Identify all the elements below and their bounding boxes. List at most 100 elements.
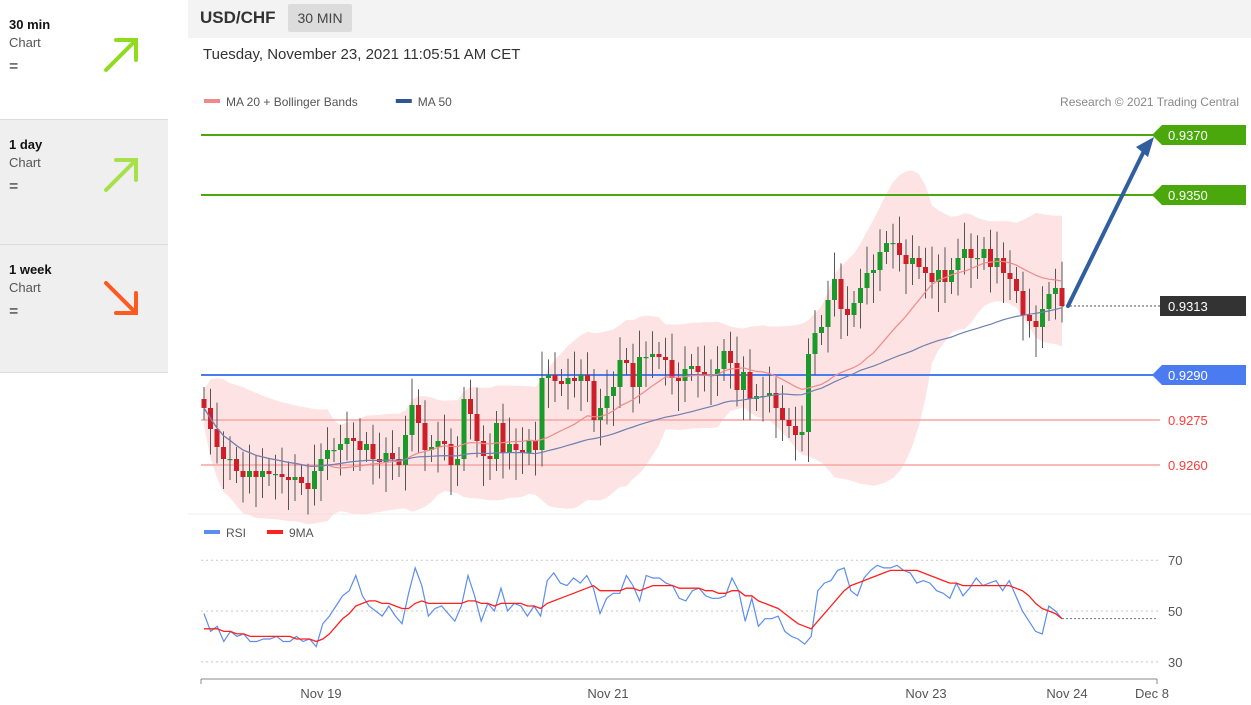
candle	[884, 243, 889, 252]
candle	[1059, 288, 1065, 306]
legend-swatch	[204, 530, 220, 534]
timeframe-1day[interactable]: 1 day Chart =	[0, 119, 168, 244]
chart-header: USD/CHF 30 MIN	[188, 0, 1251, 38]
candle	[227, 459, 233, 461]
candle	[305, 483, 311, 489]
candle	[266, 471, 272, 474]
timeframe-sub: Chart	[9, 155, 41, 170]
candle	[1033, 321, 1039, 327]
x-tick-label: Nov 19	[300, 686, 341, 701]
candle	[214, 429, 220, 447]
timeframe-30min[interactable]: 30 min Chart =	[0, 0, 168, 125]
level-label: 0.9275	[1168, 413, 1208, 428]
legend-label: RSI	[226, 526, 246, 540]
timeframe-label: 1 day	[9, 137, 43, 152]
target-arrowhead	[1136, 137, 1154, 157]
timeframe-sub: Chart	[9, 280, 41, 295]
candle	[429, 447, 434, 450]
candle	[728, 351, 733, 363]
candle	[318, 459, 324, 471]
candle	[962, 249, 967, 258]
candle	[520, 450, 525, 453]
level-tag	[1160, 296, 1246, 316]
candle	[461, 399, 467, 459]
arrow-up-right-icon	[104, 38, 138, 72]
timeframe-bias: =	[9, 58, 19, 75]
candle	[1007, 273, 1013, 279]
candle	[338, 444, 343, 450]
candle	[656, 354, 662, 357]
ma50-line	[203, 307, 1063, 467]
candle	[975, 258, 980, 260]
legend-swatch	[204, 99, 220, 103]
level-label: 0.9260	[1168, 458, 1208, 473]
candle	[468, 399, 473, 414]
candle	[890, 243, 896, 245]
candle	[851, 303, 857, 315]
candle	[234, 459, 239, 471]
candle	[611, 387, 616, 396]
timeframe-badge[interactable]: 30 MIN	[288, 4, 352, 32]
candle	[864, 273, 870, 288]
ma20-line	[203, 260, 1063, 469]
candle	[923, 267, 928, 273]
candle	[240, 471, 246, 477]
candle	[474, 414, 480, 441]
candle	[351, 438, 356, 441]
timeframe-label: 1 week	[9, 262, 52, 277]
rsi-tick-label: 50	[1168, 604, 1182, 619]
candle	[624, 360, 629, 363]
candle	[910, 258, 915, 264]
level-tag	[1152, 185, 1246, 205]
candle	[702, 372, 707, 375]
candle	[390, 453, 395, 459]
candle	[650, 354, 655, 357]
candle	[1046, 294, 1052, 309]
candle	[591, 381, 597, 420]
arrow-up-right-icon	[104, 158, 138, 192]
candle	[299, 477, 304, 483]
legend-swatch	[395, 99, 412, 103]
candle	[247, 471, 252, 477]
candle	[799, 432, 805, 435]
legend-swatch	[267, 530, 283, 534]
candle	[773, 393, 779, 408]
candle	[825, 300, 831, 327]
level-label: 0.9313	[1168, 299, 1208, 314]
candle	[325, 450, 330, 459]
candle	[552, 375, 558, 381]
candle	[253, 471, 259, 477]
candle	[1014, 279, 1019, 291]
candle	[422, 423, 428, 450]
timeframe-sidebar: 30 min Chart = 1 day Chart = 1 week Char…	[0, 0, 168, 373]
candle	[578, 375, 584, 381]
level-label: 0.9350	[1168, 188, 1208, 203]
candle	[812, 333, 818, 354]
candle	[416, 405, 421, 423]
candle	[539, 378, 545, 450]
candle	[669, 360, 675, 378]
candle	[832, 279, 837, 300]
candle	[949, 270, 954, 282]
candle	[286, 477, 291, 480]
timeframe-sub: Chart	[9, 35, 41, 50]
timeframe-bias: =	[9, 178, 19, 195]
candle	[877, 252, 883, 270]
copyright-label: Research © 2021 Trading Central	[1060, 95, 1239, 109]
candle	[1001, 258, 1006, 273]
arrow-down-right-icon	[104, 281, 138, 315]
pair-title: USD/CHF	[200, 8, 276, 27]
candle	[533, 441, 538, 450]
candle	[435, 441, 441, 447]
candle	[585, 375, 590, 381]
candle	[689, 366, 694, 369]
candle	[903, 255, 909, 264]
candle	[994, 258, 1000, 267]
candle	[786, 420, 792, 426]
candle	[741, 372, 746, 390]
candle	[403, 435, 408, 465]
candle	[936, 270, 941, 282]
timeframe-1week[interactable]: 1 week Chart =	[0, 244, 168, 372]
target-arrow	[1066, 149, 1146, 308]
candle	[370, 444, 376, 459]
